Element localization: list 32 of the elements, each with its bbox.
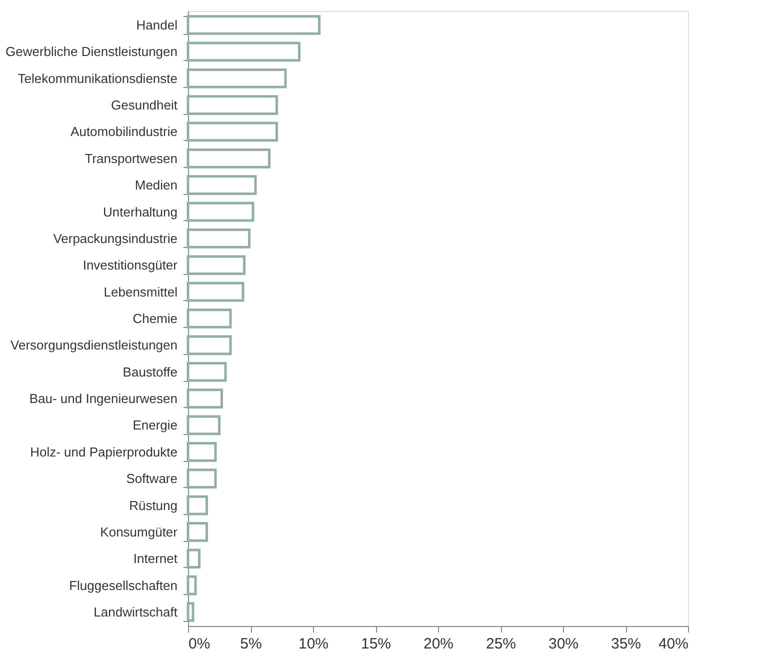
y-tick-label: Internet	[133, 551, 178, 566]
y-tick-label: Telekommunikationsdienste	[18, 70, 178, 86]
y-tick-label: Gewerbliche Dienstleistungen	[6, 44, 178, 60]
y-tick-label: Unterhaltung	[103, 204, 178, 220]
y-tick-label: Automobilindustrie	[70, 124, 178, 140]
x-tick-label: 15%	[360, 636, 392, 652]
x-tick-label: 40%	[658, 636, 688, 652]
y-tick-label: Konsumgüter	[100, 524, 178, 540]
y-tick-label: Bau- und Ingenieurwesen	[29, 391, 178, 406]
y-tick-label: Software	[126, 471, 178, 486]
y-tick-label: Baustoffe	[122, 364, 178, 380]
y-tick-label: Handel	[136, 18, 178, 33]
y-tick-label: Energie	[132, 418, 178, 433]
x-tick-label: 25%	[486, 636, 516, 652]
x-tick-label: 10%	[298, 636, 329, 652]
y-tick-label: Chemie	[132, 311, 178, 326]
x-tick-label: 35%	[610, 636, 642, 652]
y-tick-label: Rüstung	[129, 498, 178, 513]
x-tick-label: 5%	[240, 636, 262, 652]
x-tick-label: 20%	[423, 636, 454, 652]
x-tick-label: 30%	[548, 636, 579, 652]
y-tick-label: Investitionsgüter	[82, 258, 178, 273]
y-tick-label: Gesundheit	[111, 98, 178, 113]
y-tick-label: Versorgungsdienstleistungen	[10, 338, 178, 353]
y-tick-label: Verpackungsindustrie	[53, 230, 178, 246]
x-tick-label: 0%	[188, 636, 210, 652]
y-tick-label: Transportwesen	[84, 150, 178, 166]
y-tick-label: Lebensmittel	[104, 284, 178, 300]
y-tick-label: Fluggesellschaften	[69, 578, 178, 593]
y-tick-label: Medien	[134, 178, 178, 193]
y-tick-label: Holz- und Papierprodukte	[30, 444, 178, 460]
y-tick-label: Landwirtschaft	[94, 604, 178, 620]
